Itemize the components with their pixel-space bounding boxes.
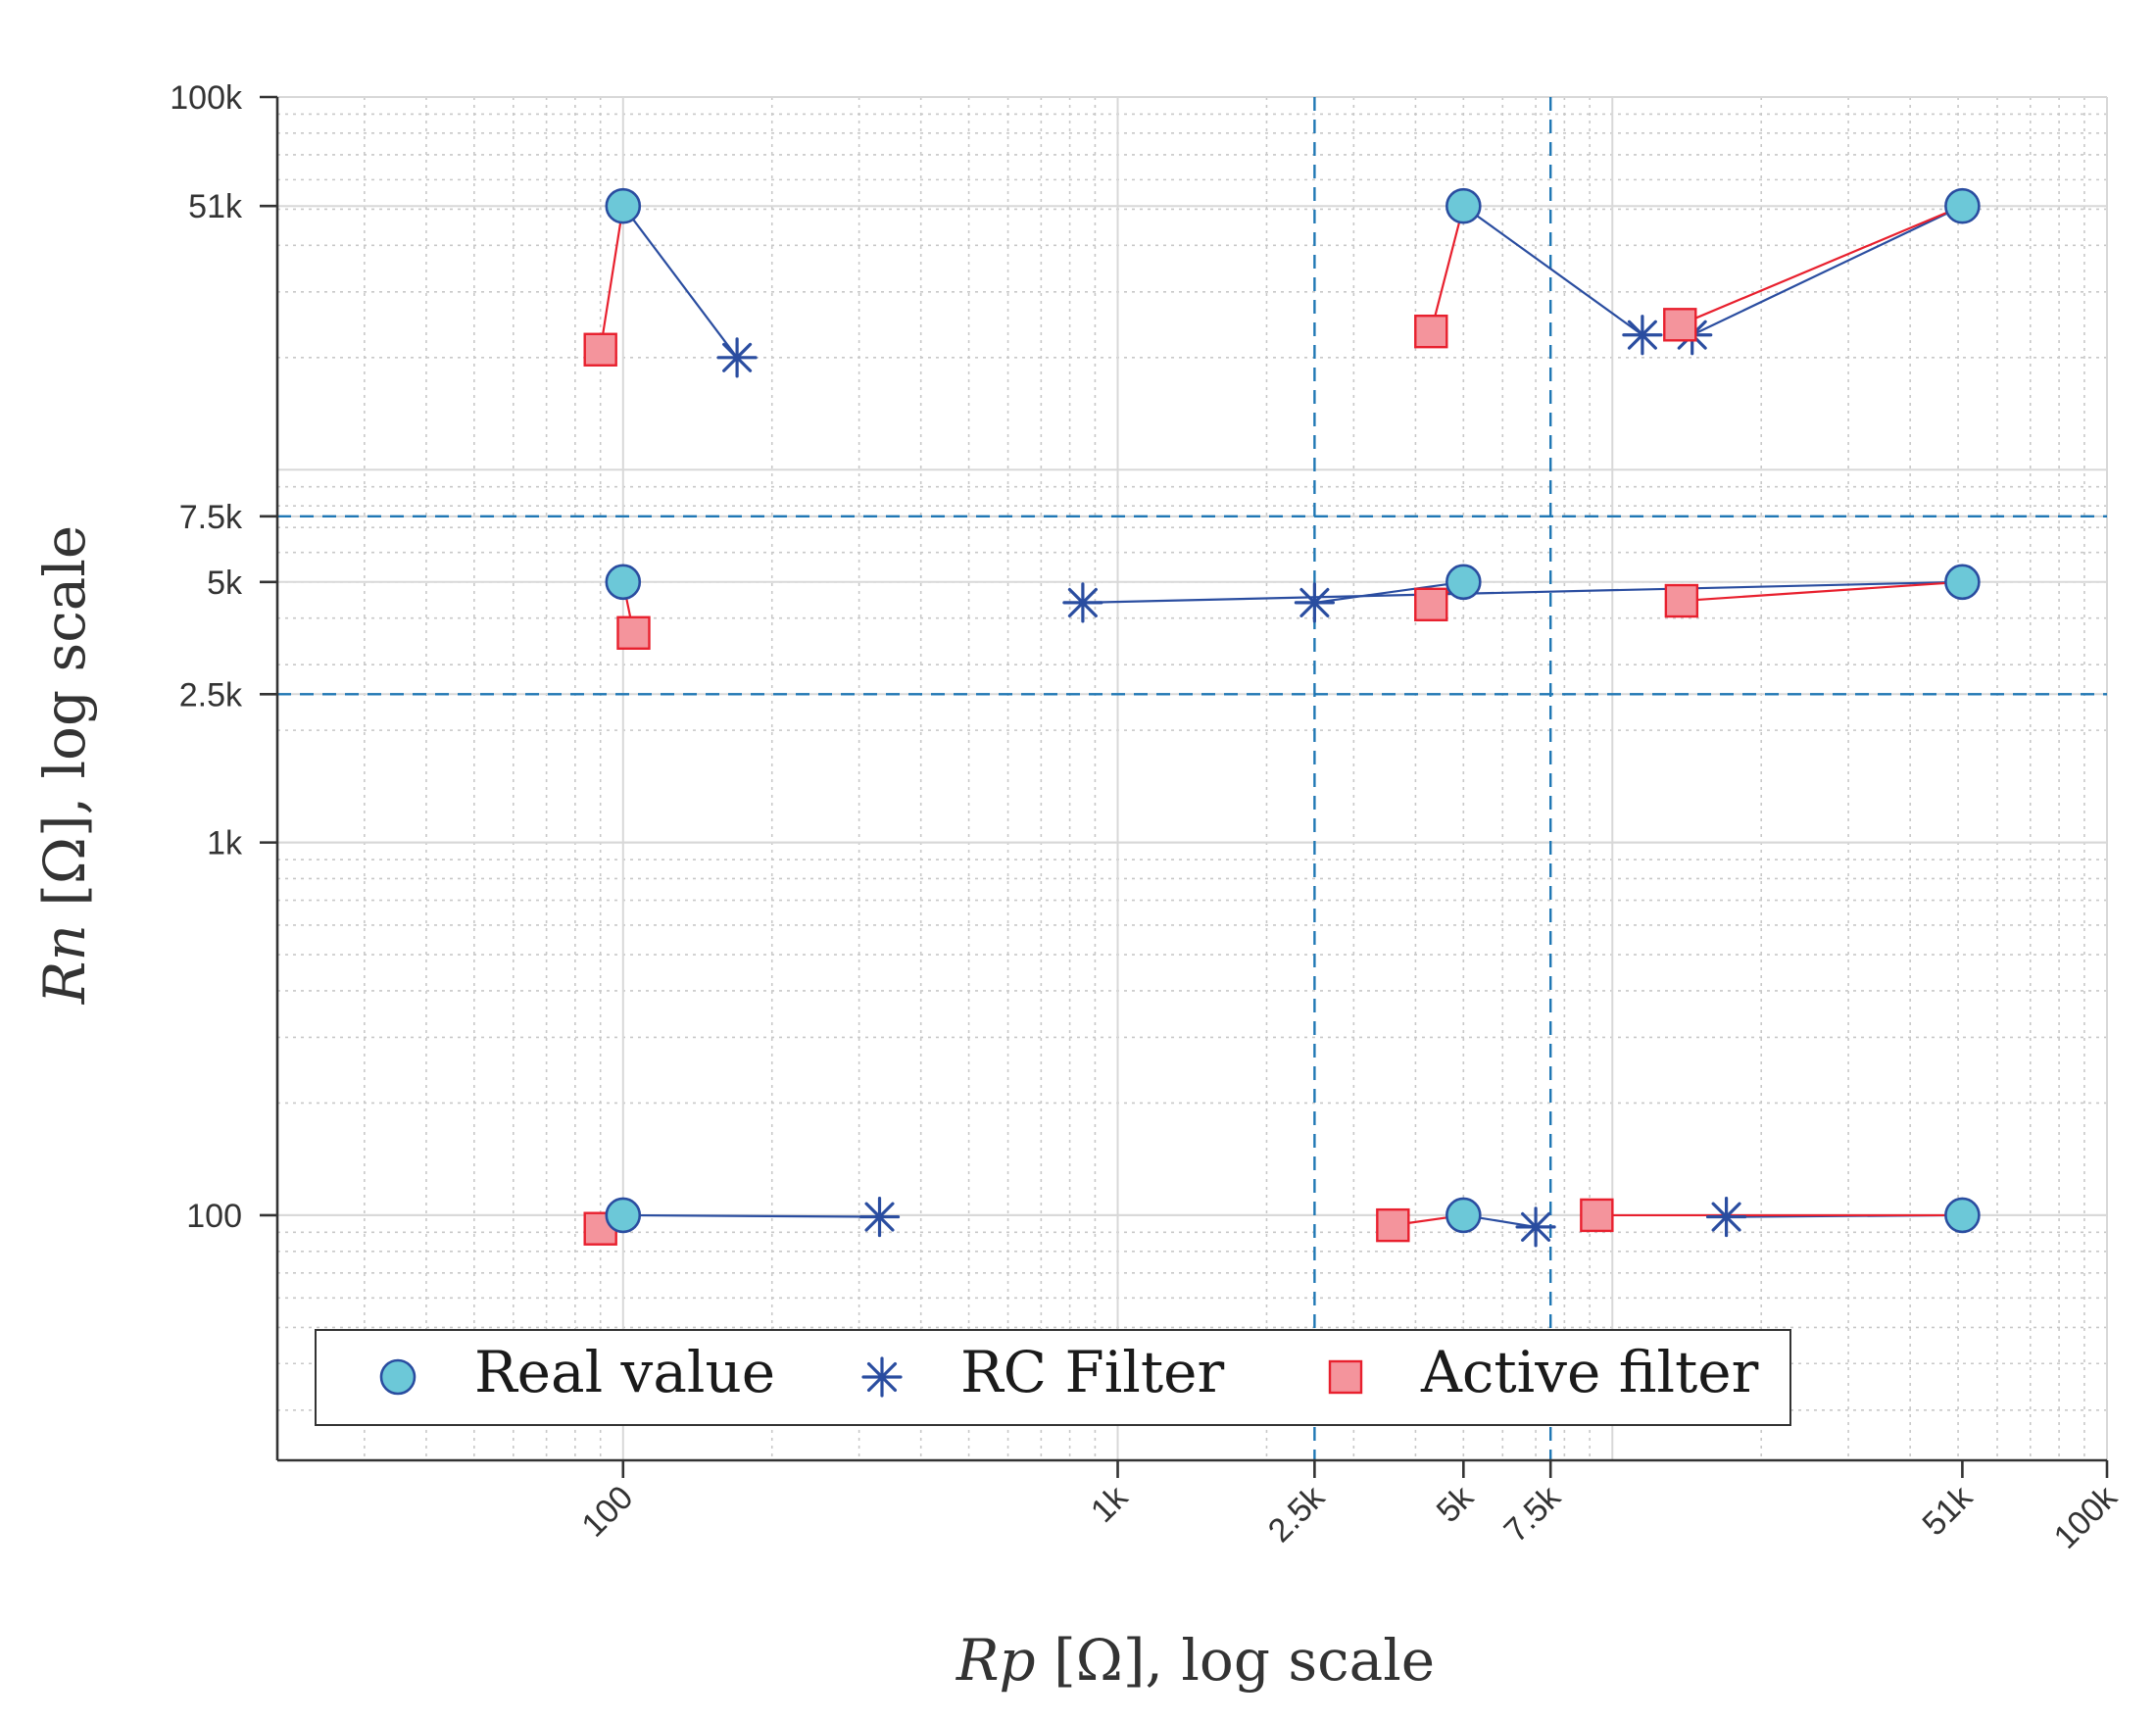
legend-label-real: Real value <box>474 1339 775 1405</box>
legend-markers <box>379 1356 1363 1398</box>
legend-marker-active <box>1328 1359 1363 1395</box>
rc-filter-point <box>716 337 758 378</box>
real-value-point <box>1944 1197 1981 1234</box>
active-filter-point <box>1664 583 1699 618</box>
active-connector-line <box>1679 205 1963 326</box>
rc-filter-point <box>858 1196 901 1238</box>
legend-marker-real <box>379 1358 416 1396</box>
real-value-point <box>605 187 642 224</box>
real-value-point <box>605 564 642 601</box>
active-filter-point <box>1580 1198 1614 1233</box>
rc-filter-point <box>1515 1206 1556 1248</box>
real-value-point <box>605 1197 642 1234</box>
rc-filter-point <box>1294 582 1335 623</box>
real-value-point <box>1446 187 1482 224</box>
rc-connector-line <box>1314 580 1464 604</box>
rc-filter-point <box>1705 1196 1747 1238</box>
legend-label-active: Active filter <box>1420 1339 1759 1405</box>
active-filter-point <box>583 332 617 367</box>
y-tick-label: 51k <box>188 188 243 225</box>
rc-connector-line <box>1691 205 1963 336</box>
legend-box <box>315 1329 1791 1426</box>
threshold-lines <box>277 97 2107 1460</box>
rc-connector-line <box>1462 205 1643 336</box>
active-filter-point <box>1663 308 1697 342</box>
rc-filter-point <box>1062 582 1103 623</box>
real-value-point <box>1446 564 1482 601</box>
rc-connector-line <box>1082 580 1963 605</box>
real-value-point <box>1944 187 1981 224</box>
active-connector-line <box>1430 205 1465 332</box>
active-filter-point <box>616 615 651 650</box>
y-tick-label: 100 <box>186 1198 242 1235</box>
y-tick-label: 100k <box>170 79 243 117</box>
y-axis-title: Rn [Ω], log scale <box>31 525 98 1005</box>
active-filter-point <box>1414 314 1448 349</box>
legend-marker-rc <box>861 1356 903 1398</box>
active-connector-line <box>599 206 624 350</box>
legend: Real value RC Filter Active filter <box>315 1329 1791 1426</box>
real-value-point <box>1446 1197 1482 1234</box>
real-value-point <box>1944 564 1981 601</box>
rc-connector-line <box>621 205 738 359</box>
legend-label-rc: RC Filter <box>960 1339 1224 1405</box>
y-tick-label: 2.5k <box>179 676 243 713</box>
y-tick-label: 7.5k <box>179 499 243 536</box>
active-filter-point <box>1376 1207 1410 1243</box>
y-tick-label: 5k <box>207 565 243 602</box>
rc-connector-line <box>622 1213 880 1218</box>
rc-filter-point <box>1622 315 1663 356</box>
active-filter-point <box>1414 587 1448 621</box>
data-markers <box>583 187 1981 1248</box>
y-tick-label: 1k <box>207 825 243 862</box>
axes <box>260 95 2109 1478</box>
x-axis-title: Rp [Ω], log scale <box>956 1627 1435 1694</box>
active-connector-line <box>1681 580 1963 603</box>
